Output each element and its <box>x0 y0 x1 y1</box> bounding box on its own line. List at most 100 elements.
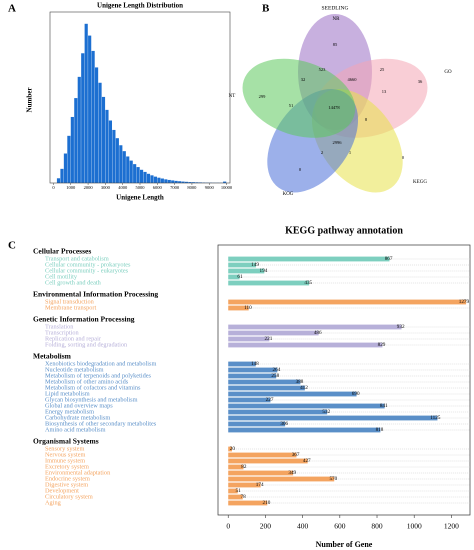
panel-label: C <box>8 240 16 252</box>
histogram-bar <box>122 151 126 183</box>
x-tick-label: 4000 <box>118 185 128 190</box>
group-label: Cellular Processes <box>33 247 91 256</box>
value-label: 829 <box>378 342 386 348</box>
value-label: 388 <box>296 379 304 385</box>
value-label: 61 <box>237 274 243 280</box>
region-count: 299 <box>259 94 267 99</box>
histogram-bar <box>191 182 196 183</box>
bar <box>228 330 319 336</box>
set-name: NT <box>229 94 236 99</box>
bar <box>228 262 256 268</box>
histogram-bar <box>181 181 185 183</box>
histogram-bar <box>115 138 119 183</box>
category-label: Replication and repair <box>45 335 102 342</box>
histogram-bar <box>91 50 95 184</box>
category-label: Energy metabolism <box>45 408 94 415</box>
category-label: Cell motility <box>45 273 78 280</box>
histogram-bar <box>146 173 151 183</box>
histogram-bar <box>153 176 158 183</box>
group-label: Genetic Information Processing <box>33 315 135 324</box>
histogram-bar <box>108 120 113 183</box>
bar <box>228 397 271 403</box>
category-label: Environmental adaptation <box>45 469 111 476</box>
category-label: Xenobiotics biodegradation and metabolis… <box>45 360 156 367</box>
bar <box>228 470 294 476</box>
x-tick-label: 1000 <box>407 522 422 531</box>
bar <box>228 458 308 464</box>
histogram-bar <box>157 177 161 183</box>
bar <box>228 391 357 397</box>
value-label: 264 <box>273 367 281 373</box>
bar <box>228 488 238 494</box>
x-tick-label: 9000 <box>205 185 215 190</box>
x-tick-label: 800 <box>371 522 383 531</box>
bar <box>228 256 390 262</box>
x-tick-label: 5000 <box>136 185 146 190</box>
histogram-bar <box>74 98 78 183</box>
bar <box>228 446 232 452</box>
category-label: Excretory system <box>45 463 89 470</box>
region-count: 1 <box>349 150 351 155</box>
histogram-bar <box>119 145 123 183</box>
histogram-bar <box>112 129 116 183</box>
x-axis-label: Unigene Length <box>116 194 164 202</box>
x-tick-label: 2000 <box>84 185 94 190</box>
bar <box>228 385 305 391</box>
category-label: Folding, sorting and degradation <box>45 341 128 348</box>
x-tick-label: 7000 <box>170 185 180 190</box>
value-label: 1125 <box>430 415 441 421</box>
category-label: Carbohydrate metabolism <box>45 414 110 421</box>
venn-set <box>242 58 356 138</box>
region-count: 36 <box>418 79 423 84</box>
region-count: 2 <box>321 150 323 155</box>
x-tick-label: 200 <box>260 522 272 531</box>
y-axis-label: Number <box>26 88 34 113</box>
bar <box>228 500 268 506</box>
bar <box>228 373 277 379</box>
region-count: 51 <box>289 103 294 108</box>
value-label: 435 <box>304 280 312 286</box>
value-label: 174 <box>256 482 264 488</box>
bar <box>228 305 249 311</box>
bar <box>228 482 261 488</box>
value-label: 1279 <box>459 299 470 305</box>
panel-label: B <box>262 3 270 15</box>
bar <box>228 274 240 280</box>
value-label: 51 <box>236 488 242 494</box>
set-name: NR <box>333 17 341 22</box>
category-label: Immune system <box>45 457 85 464</box>
value-label: 194 <box>260 268 268 274</box>
histogram-bar <box>136 167 140 183</box>
value-label: 349 <box>288 470 296 476</box>
value-label: 532 <box>322 409 330 415</box>
value-label: 932 <box>397 324 405 330</box>
bar <box>228 494 243 500</box>
value-label: 110 <box>244 305 252 311</box>
category-label: Nucleotide metabolism <box>45 366 104 373</box>
value-label: 258 <box>271 373 279 379</box>
value-label: 82 <box>241 464 247 470</box>
histogram-bar <box>81 53 85 183</box>
x-tick-label: 600 <box>334 522 346 531</box>
value-label: 570 <box>329 476 337 482</box>
histogram-bar <box>70 116 74 183</box>
x-tick-label: 8000 <box>187 185 197 190</box>
histogram-bar <box>167 179 171 183</box>
histogram-bar <box>60 168 64 183</box>
bar <box>228 268 265 274</box>
histogram-bar <box>185 181 189 183</box>
histogram-bar <box>178 181 182 183</box>
histogram-bar <box>160 178 164 183</box>
bar <box>228 299 467 305</box>
category-label: Cellular community - prokaryotes <box>45 261 131 268</box>
x-tick-label: 3000 <box>101 185 111 190</box>
region-count: 0 <box>402 155 405 160</box>
x-tick-label: 6000 <box>153 185 163 190</box>
group-label: Organismal Systems <box>33 437 99 446</box>
category-label: Transcription <box>45 329 80 336</box>
histogram-bar <box>88 35 92 183</box>
category-label: Glycan biosynthesis and metabolism <box>45 396 138 403</box>
bar <box>228 280 310 286</box>
